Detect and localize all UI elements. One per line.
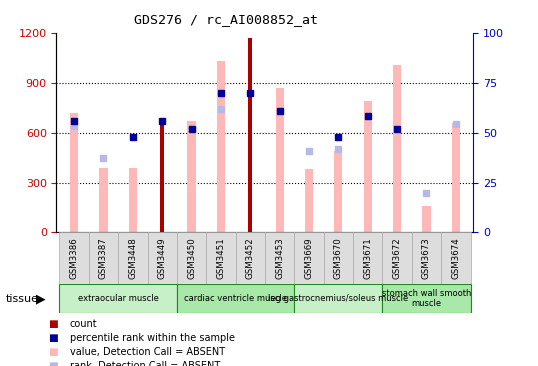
- Text: extraocular muscle: extraocular muscle: [77, 294, 159, 303]
- Text: rank, Detection Call = ABSENT: rank, Detection Call = ABSENT: [70, 361, 220, 366]
- Bar: [294, 232, 324, 284]
- Bar: [275, 88, 284, 232]
- Bar: [177, 232, 206, 284]
- Bar: [118, 232, 147, 284]
- Bar: [160, 124, 164, 232]
- Text: ■: ■: [48, 333, 58, 343]
- Bar: [294, 284, 383, 313]
- Text: leg gastrocnemius/soleus muscle: leg gastrocnemius/soleus muscle: [268, 294, 408, 303]
- Bar: [412, 232, 441, 284]
- Text: ▶: ▶: [36, 292, 45, 306]
- Bar: [206, 232, 236, 284]
- Bar: [100, 168, 108, 232]
- Bar: [441, 232, 471, 284]
- Text: percentile rank within the sample: percentile rank within the sample: [70, 333, 235, 343]
- Text: GSM3670: GSM3670: [334, 237, 343, 279]
- Bar: [177, 284, 294, 313]
- Text: ■: ■: [48, 361, 58, 366]
- Bar: [59, 232, 89, 284]
- Text: GSM3673: GSM3673: [422, 237, 431, 279]
- Bar: [422, 206, 430, 232]
- Text: GSM3453: GSM3453: [275, 237, 284, 279]
- Bar: [265, 232, 294, 284]
- Bar: [147, 232, 177, 284]
- Text: GSM3452: GSM3452: [246, 237, 255, 279]
- Text: ■: ■: [48, 319, 58, 329]
- Bar: [364, 101, 372, 232]
- Bar: [353, 232, 383, 284]
- Bar: [334, 151, 343, 232]
- Text: GSM3386: GSM3386: [69, 237, 79, 279]
- Text: GDS276 / rc_AI008852_at: GDS276 / rc_AI008852_at: [134, 13, 318, 26]
- Bar: [59, 284, 177, 313]
- Text: GSM3451: GSM3451: [216, 237, 225, 279]
- Text: GSM3669: GSM3669: [305, 237, 314, 279]
- Text: tissue: tissue: [5, 294, 38, 304]
- Bar: [305, 169, 313, 232]
- Bar: [70, 113, 78, 232]
- Bar: [383, 284, 471, 313]
- Text: cardiac ventricle muscle: cardiac ventricle muscle: [184, 294, 287, 303]
- Bar: [249, 38, 252, 232]
- Bar: [236, 232, 265, 284]
- Bar: [89, 232, 118, 284]
- Text: GSM3671: GSM3671: [363, 237, 372, 279]
- Bar: [393, 64, 401, 232]
- Text: value, Detection Call = ABSENT: value, Detection Call = ABSENT: [70, 347, 225, 357]
- Text: GSM3449: GSM3449: [158, 237, 167, 279]
- Text: GSM3672: GSM3672: [393, 237, 401, 279]
- Text: GSM3450: GSM3450: [187, 237, 196, 279]
- Bar: [187, 121, 196, 232]
- Bar: [324, 232, 353, 284]
- Bar: [383, 232, 412, 284]
- Text: ■: ■: [48, 347, 58, 357]
- Bar: [129, 168, 137, 232]
- Text: GSM3674: GSM3674: [451, 237, 461, 279]
- Bar: [452, 123, 460, 232]
- Text: GSM3387: GSM3387: [99, 237, 108, 279]
- Text: GSM3448: GSM3448: [129, 237, 137, 279]
- Bar: [217, 61, 225, 232]
- Text: stomach wall smooth
muscle: stomach wall smooth muscle: [382, 288, 471, 308]
- Text: count: count: [70, 319, 97, 329]
